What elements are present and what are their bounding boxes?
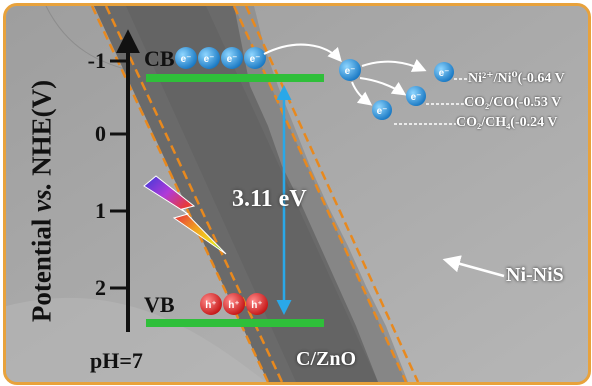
svg-text:h⁺: h⁺	[251, 300, 262, 311]
shell-pointer-arrow	[442, 255, 505, 278]
cb-label: CB	[144, 46, 175, 71]
svg-text:e⁻: e⁻	[250, 54, 261, 65]
lightning-icon	[143, 175, 227, 255]
electron-transfer-arrow	[263, 43, 342, 63]
electron-ball: e⁻	[221, 47, 243, 69]
valence-band-line	[146, 319, 324, 327]
reduction-arrow	[359, 77, 407, 96]
reduction-arrow	[361, 59, 427, 72]
y-tick-label: -1	[87, 48, 106, 73]
svg-text:e⁻: e⁻	[204, 54, 215, 65]
svg-text:e⁻: e⁻	[439, 68, 450, 79]
svg-text:e⁻: e⁻	[181, 54, 192, 65]
hole-ball: h⁺	[200, 293, 222, 315]
hole-ball: h⁺	[246, 293, 268, 315]
electron-ball: e⁻	[244, 47, 266, 69]
electron-ball: e⁻	[198, 47, 220, 69]
potential-label: CO₂/CH₄(-0.24 V	[456, 115, 558, 130]
electron-ball: e⁻	[339, 59, 361, 81]
svg-text:e⁻: e⁻	[377, 106, 388, 117]
hole-ball: h⁺	[223, 293, 245, 315]
svg-text:e⁻: e⁻	[411, 92, 422, 103]
band-gap-label: 3.11 eV	[232, 186, 307, 212]
y-axis-label: Potential vs. NHE(V)	[26, 79, 57, 323]
boundary-dashed	[232, 6, 408, 382]
y-tick-label: 2	[95, 275, 106, 300]
svg-text:h⁺: h⁺	[228, 300, 239, 311]
y-tick-label: 1	[95, 198, 106, 223]
svg-text:e⁻: e⁻	[345, 66, 356, 77]
diagram-canvas: e⁻ e⁻ e⁻ e⁻ e⁻	[6, 6, 588, 382]
svg-text:h⁺: h⁺	[205, 300, 216, 311]
svg-text:e⁻: e⁻	[227, 54, 238, 65]
core-band-center	[126, 6, 378, 382]
boundary-dashed	[244, 6, 420, 382]
conduction-band-line	[146, 74, 324, 82]
electron-ball: e⁻	[434, 62, 454, 82]
potential-label: CO₂/CO(-0.53 V	[464, 95, 562, 110]
electron-ball: e⁻	[372, 100, 392, 120]
shell-material-label: Ni-NiS	[506, 264, 564, 286]
background-texture	[6, 297, 266, 382]
vb-label: VB	[144, 292, 175, 317]
y-tick-label: 0	[95, 121, 106, 146]
electron-ball: e⁻	[406, 86, 426, 106]
tem-image-frame: e⁻ e⁻ e⁻ e⁻ e⁻	[3, 3, 591, 385]
ph-condition-label: pH=7	[90, 348, 143, 373]
electron-ball: e⁻	[175, 47, 197, 69]
core-material-label: C/ZnO	[296, 348, 357, 370]
reduction-arrow	[351, 81, 373, 106]
potential-label: Ni²⁺/Ni⁰(-0.64 V	[468, 71, 565, 86]
